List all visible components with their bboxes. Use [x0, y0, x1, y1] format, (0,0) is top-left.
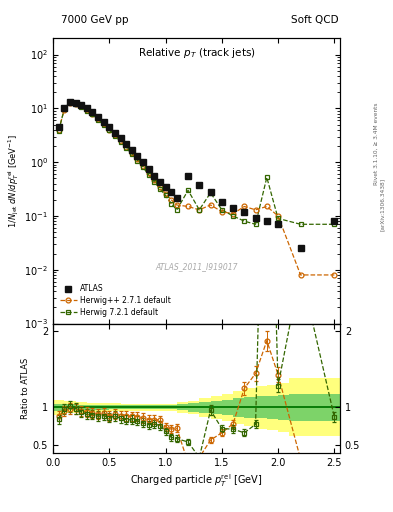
Text: ATLAS_2011_I919017: ATLAS_2011_I919017 [155, 262, 238, 271]
X-axis label: Charged particle $p_T^{\rm rel}$ [GeV]: Charged particle $p_T^{\rm rel}$ [GeV] [130, 472, 263, 489]
Text: Relative $p_T$ (track jets): Relative $p_T$ (track jets) [138, 46, 255, 59]
Text: [arXiv:1306.3438]: [arXiv:1306.3438] [380, 178, 384, 231]
Text: Rivet 3.1.10, ≥ 3.4M events: Rivet 3.1.10, ≥ 3.4M events [374, 102, 378, 185]
Text: 7000 GeV pp: 7000 GeV pp [61, 14, 129, 25]
Y-axis label: Ratio to ATLAS: Ratio to ATLAS [21, 358, 30, 419]
Y-axis label: $1/N_{\rm jet}\;dN/dp_T^{\rm rel}\;[{\rm GeV}^{-1}]$: $1/N_{\rm jet}\;dN/dp_T^{\rm rel}\;[{\rm… [7, 134, 22, 228]
Legend: ATLAS, Herwig++ 2.7.1 default, Herwig 7.2.1 default: ATLAS, Herwig++ 2.7.1 default, Herwig 7.… [57, 281, 174, 319]
Text: Soft QCD: Soft QCD [291, 14, 339, 25]
